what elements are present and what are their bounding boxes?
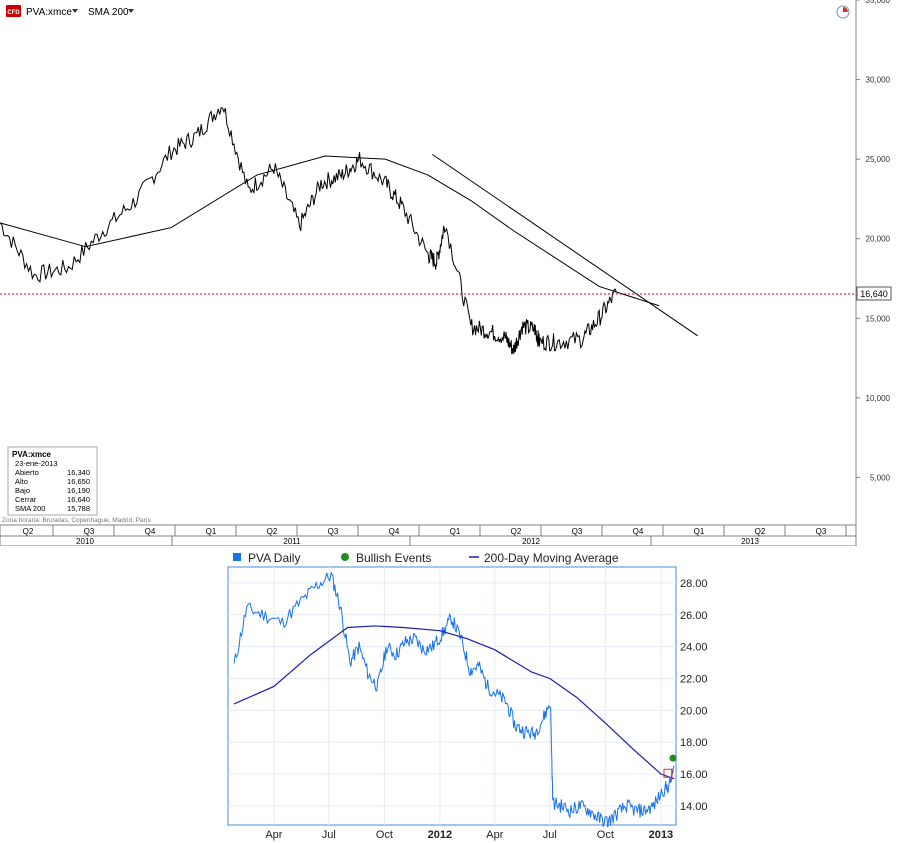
y-tick-label: 14.00 — [680, 801, 708, 813]
info-row-value: 16,640 — [67, 495, 90, 504]
y-tick-label: 22.00 — [680, 673, 708, 685]
chevron-down-icon — [128, 9, 134, 13]
top-price-chart: CFD PVA:xmce SMA 200 5,000 10,000 15,000 20… — [0, 0, 892, 546]
info-row-label: SMA 200 — [15, 504, 45, 513]
quarter-tick-label: Q2 — [511, 527, 522, 536]
x-tick-label: 2012 — [428, 829, 452, 841]
y-tick-label: 25,000 — [866, 155, 891, 164]
y-tick-label: 5,000 — [870, 473, 891, 482]
year-tick-label: 2011 — [283, 537, 301, 546]
y-tick-label: 16.00 — [680, 769, 708, 781]
y-tick-label: 18.00 — [680, 737, 708, 749]
bottom-price-chart: PVA Daily Bullish Events 200-Day Moving … — [0, 546, 899, 843]
legend-event-swatch — [341, 553, 349, 561]
bottom-x-axis: Apr Jul Oct 2012 Apr Jul Oct 2013 — [265, 829, 673, 841]
indicator-dropdown[interactable]: SMA 200 — [88, 7, 134, 18]
y-tick-label: 15,000 — [866, 314, 891, 323]
bottom-series-layer — [233, 572, 677, 828]
bullish-event-marker[interactable] — [669, 754, 677, 762]
info-row-label: Bajo — [15, 486, 30, 495]
ohlc-info-box: PVA:xmce 23-ene-2013 Abierto 16,340 Alto… — [7, 446, 98, 516]
quarter-tick-label: Q2 — [755, 527, 766, 536]
x-tick-label: Jul — [543, 829, 557, 841]
timezone-note: Zona horaria: Bruselas, Copenhague, Madr… — [2, 517, 152, 524]
y-tick-label: 20.00 — [680, 705, 708, 717]
info-row-value: 16,650 — [67, 477, 90, 486]
quarter-tick-label: Q3 — [816, 527, 827, 536]
cfd-badge — [6, 5, 21, 17]
last-price-marker: 16,640 — [856, 286, 892, 301]
quarter-tick-label: Q1 — [206, 527, 217, 536]
year-tick-label: 2010 — [76, 537, 94, 546]
cfd-badge-label: CFD — [7, 10, 20, 16]
info-row-label: Cerrar — [15, 495, 37, 504]
bottom-grid — [228, 567, 676, 825]
x-tick-label: Oct — [597, 829, 614, 841]
x-tick-label: Apr — [265, 829, 282, 841]
info-row-value: 16,190 — [67, 486, 90, 495]
toolbar: CFD PVA:xmce SMA 200 — [6, 5, 850, 19]
legend: PVA Daily Bullish Events 200-Day Moving … — [233, 551, 619, 565]
quarter-tick-label: Q1 — [694, 527, 705, 536]
sma-200-line — [0, 155, 660, 307]
info-row-label: Alto — [15, 477, 28, 486]
info-row-value: 16,340 — [67, 468, 90, 477]
quarter-tick-label: Q3 — [328, 527, 339, 536]
year-tick-label: 2013 — [741, 537, 759, 546]
y-tick-label: 26.00 — [680, 610, 708, 622]
x-tick-label: Apr — [486, 829, 503, 841]
info-box-date: 23-ene-2013 — [15, 459, 58, 468]
quarter-tick-label: Q3 — [84, 527, 95, 536]
quarter-tick-label: Q2 — [267, 527, 278, 536]
y-tick-label: 24.00 — [680, 642, 708, 654]
quarter-tick-label: Q3 — [572, 527, 583, 536]
year-tick-label: 2012 — [522, 537, 540, 546]
legend-price-swatch — [233, 553, 241, 561]
symbol-label: PVA:xmce — [26, 7, 72, 18]
price-line — [0, 107, 617, 355]
bottom-y-axis: 14.00 16.00 18.00 20.00 22.00 24.00 26.00 28.00 — [680, 578, 708, 813]
info-row-value: 15,788 — [67, 504, 90, 513]
quarter-tick-label: Q2 — [23, 527, 34, 536]
pva-daily-line — [233, 572, 675, 828]
last-price-label: 16,640 — [860, 289, 888, 299]
x-tick-label: 2013 — [649, 829, 673, 841]
symbol-dropdown[interactable]: PVA:xmce — [26, 7, 78, 18]
quarter-tick-label: Q4 — [389, 527, 400, 536]
moving-average-line — [233, 625, 675, 780]
plot-frame — [227, 566, 677, 826]
x-tick-label: Oct — [376, 829, 393, 841]
legend-event-label: Bullish Events — [356, 551, 431, 565]
y-tick-label: 20,000 — [866, 235, 891, 244]
y-tick-label: 30,000 — [866, 76, 891, 85]
info-box-title: PVA:xmce — [12, 450, 52, 459]
quarter-tick-label: Q1 — [450, 527, 461, 536]
trendline[interactable] — [431, 153, 698, 337]
legend-price-label: PVA Daily — [248, 551, 300, 565]
x-tick-label: Jul — [322, 829, 336, 841]
y-tick-label: 28.00 — [680, 578, 708, 590]
info-row-label: Abierto — [15, 468, 39, 477]
quarter-tick-label: Q4 — [145, 527, 156, 536]
y-tick-label: 35,000 — [866, 0, 891, 5]
quarter-tick-label: Q4 — [633, 527, 644, 536]
chart-settings-icon[interactable] — [836, 5, 850, 19]
chevron-down-icon — [72, 9, 78, 13]
indicator-label: SMA 200 — [88, 7, 129, 18]
y-tick-label: 10,000 — [866, 394, 891, 403]
event-highlight-box — [663, 768, 673, 778]
top-y-axis: 5,000 10,000 15,000 20,000 25,000 30,000 35,00… — [856, 0, 891, 482]
legend-ma-label: 200-Day Moving Average — [484, 551, 619, 565]
top-series-layer — [0, 107, 698, 355]
